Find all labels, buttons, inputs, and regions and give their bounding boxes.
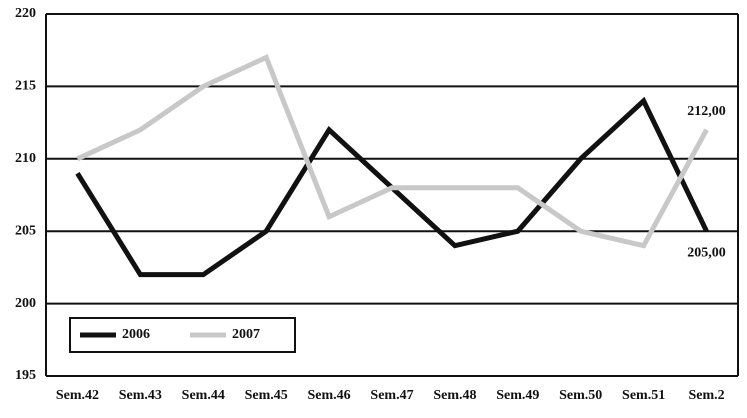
legend-label: 2007 bbox=[232, 327, 260, 342]
y-tick-label: 210 bbox=[15, 151, 36, 166]
y-tick-label: 215 bbox=[15, 79, 36, 94]
x-tick-label: Sem.47 bbox=[370, 388, 413, 403]
legend-label: 2006 bbox=[122, 327, 150, 342]
y-tick-label: 220 bbox=[15, 6, 36, 21]
x-tick-label: Sem.48 bbox=[433, 388, 476, 403]
x-tick-label: Sem.2 bbox=[688, 388, 724, 403]
y-tick-label: 200 bbox=[15, 296, 36, 311]
y-tick-label: 195 bbox=[15, 368, 36, 383]
x-tick-label: Sem.49 bbox=[496, 388, 539, 403]
x-tick-label: Sem.43 bbox=[119, 388, 162, 403]
x-tick-label: Sem.50 bbox=[559, 388, 602, 403]
series-line bbox=[76, 54, 709, 249]
data-label: 212,00 bbox=[687, 104, 726, 119]
legend-box bbox=[69, 317, 296, 353]
y-tick-label: 205 bbox=[15, 223, 36, 238]
x-tick-label: Sem.44 bbox=[182, 388, 225, 403]
x-tick-label: Sem.46 bbox=[308, 388, 351, 403]
x-tick-label: Sem.51 bbox=[622, 388, 665, 403]
data-label: 205,00 bbox=[687, 245, 726, 260]
x-tick-label: Sem.45 bbox=[245, 388, 288, 403]
x-tick-label: Sem.42 bbox=[56, 388, 99, 403]
